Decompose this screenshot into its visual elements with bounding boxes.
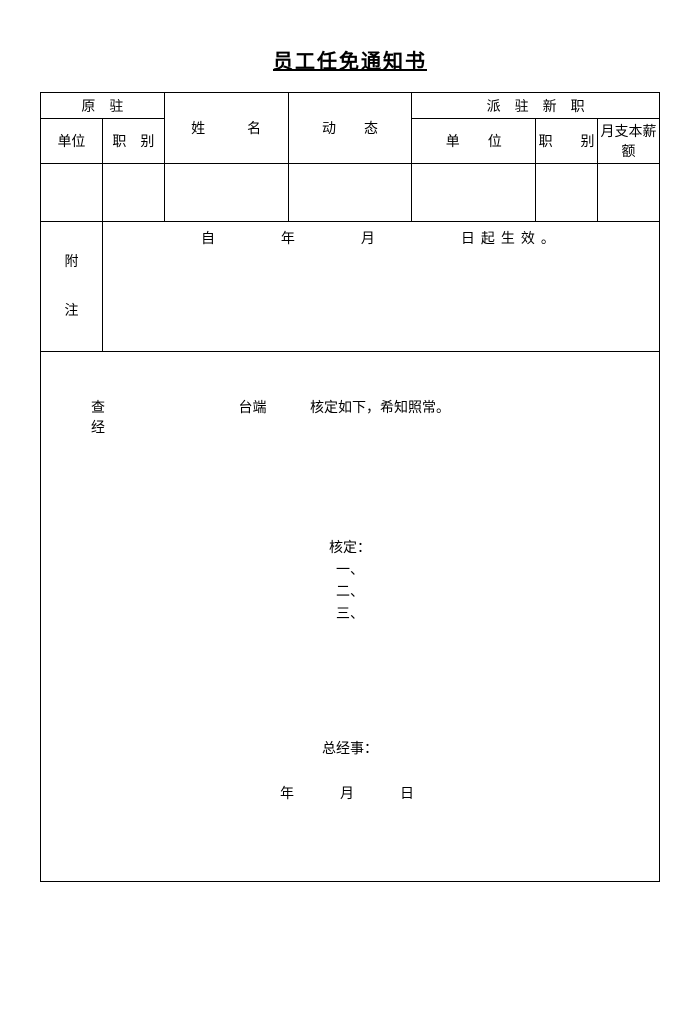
body-item-1: 一、 [71,559,629,579]
header-name: 姓 名 [164,93,288,164]
body-gm: 总经事： [71,738,629,758]
note-label: 附 注 [41,222,103,352]
cell-name[interactable] [164,164,288,222]
header-unit2: 单 位 [412,119,536,164]
body-approval-list: 核定： 一、 二、 三、 [71,537,629,623]
header-rank2: 职 别 [536,119,598,164]
header-unit: 单位 [41,119,103,164]
body-cell: 查 经 台端 核定如下，希知照常。 核定： 一、 二、 三、 总经事： 年 月 … [41,352,660,882]
note-label-1: 附 [43,238,100,287]
body-heding-text: 核定如下，希知照常。 [310,397,450,417]
header-original-post: 原 驻 [41,93,165,119]
body-approve-label: 核定： [71,537,629,557]
header-rank: 职 别 [102,119,164,164]
header-status: 动 态 [288,93,412,164]
body-item-2: 二、 [71,581,629,601]
header-salary: 月支本薪额 [598,119,660,164]
cell-orig-unit[interactable] [41,164,103,222]
cell-new-unit[interactable] [412,164,536,222]
form-table: 原 驻 姓 名 动 态 派 驻 新 职 单位 职 别 单 位 职 别 月支本薪额… [40,92,660,882]
body-cha: 查 [91,397,105,417]
body-taiduan: 台端 [239,397,267,417]
cell-new-rank[interactable] [536,164,598,222]
body-opening: 查 经 台端 核定如下，希知照常。 [91,397,629,437]
cell-status[interactable] [288,164,412,222]
body-date: 年 月 日 [71,783,629,803]
document-title: 员工任免通知书 [40,45,660,74]
header-new-post: 派 驻 新 职 [412,93,660,119]
note-content[interactable]: 自 年 月 日起生效。 [102,222,659,352]
cell-salary[interactable] [598,164,660,222]
note-label-2: 注 [43,287,100,336]
effective-date-line: 自 年 月 日起生效。 [113,228,649,248]
body-item-3: 三、 [71,603,629,623]
body-jing: 经 [91,417,105,437]
cell-orig-rank[interactable] [102,164,164,222]
